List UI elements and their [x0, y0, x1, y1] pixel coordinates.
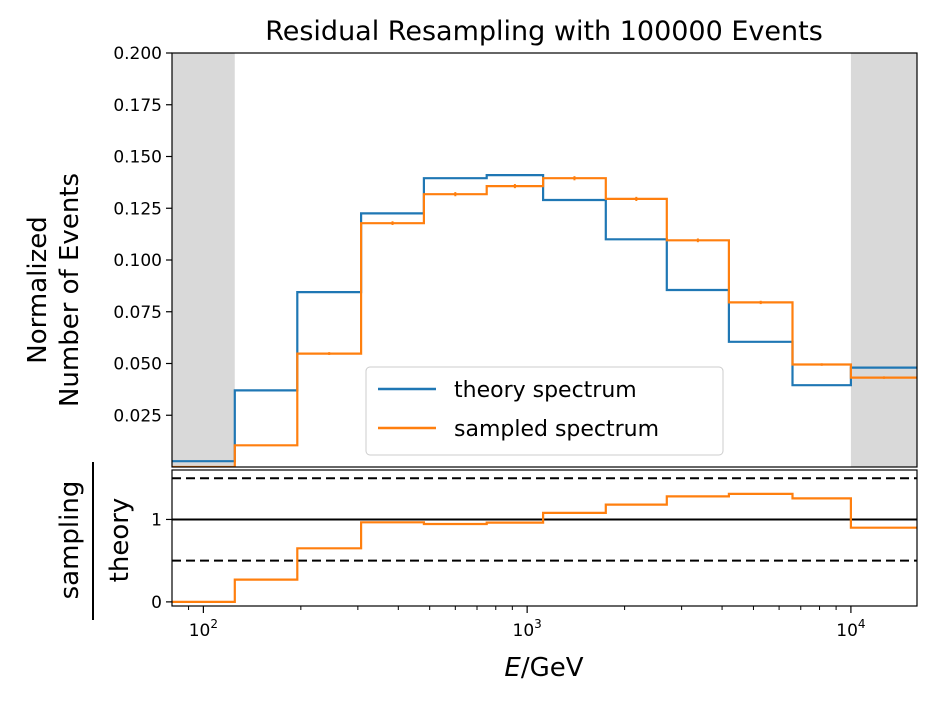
- main-y-ticks: 0.025 0.050 0.075 0.100 0.125 0.150 0.175 0.200: [113, 44, 172, 426]
- ratio-ylabel: sampling theory: [55, 462, 135, 620]
- ratio-series-line: [172, 492, 917, 603]
- ratio-x-ticks: 102 103 104: [188, 606, 866, 641]
- ratio-axes-frame: [171, 469, 918, 607]
- ratio-x-tick-label: 104: [836, 617, 865, 641]
- ratio-ylabel-numerator: sampling: [55, 481, 85, 600]
- main-ylabel: Normalized Number of Events: [23, 173, 85, 407]
- ratio-x-tick-label: 102: [189, 617, 218, 641]
- ratio-x-tick-label: 103: [513, 617, 542, 641]
- shaded-region-low: [172, 53, 235, 467]
- ratio-panel: [171, 469, 918, 607]
- shaded-region-high: [850, 53, 917, 467]
- legend-label-theory: theory spectrum: [454, 378, 637, 403]
- chart-title: Residual Resampling with 100000 Events: [265, 16, 823, 47]
- main-panel: [171, 52, 918, 468]
- main-y-tick-label: 0.100: [113, 251, 162, 271]
- main-y-tick-label: 0.200: [113, 44, 162, 64]
- main-y-tick-label: 0.075: [113, 303, 162, 323]
- main-y-tick-label: 0.125: [113, 199, 162, 219]
- ratio-y-ticks: 01: [151, 510, 172, 613]
- main-y-tick-label: 0.025: [113, 406, 162, 426]
- main-y-tick-label: 0.150: [113, 148, 162, 168]
- ratio-y-tick-label: 1: [151, 510, 162, 530]
- main-ylabel-line2: Number of Events: [55, 173, 85, 407]
- main-ylabel-line1: Normalized: [23, 216, 53, 363]
- legend-label-sampled: sampled spectrum: [454, 417, 659, 442]
- legend-box: [365, 366, 724, 456]
- ratio-xlabel: E/GeV: [504, 653, 583, 683]
- main-y-tick-label: 0.050: [113, 355, 162, 375]
- series-line-sampled: [172, 177, 917, 467]
- ratio-ylabel-denominator: theory: [105, 498, 135, 583]
- ratio-y-tick-label: 0: [151, 593, 162, 613]
- legend: theory spectrum sampled spectrum: [365, 366, 724, 456]
- main-y-tick-label: 0.175: [113, 96, 162, 116]
